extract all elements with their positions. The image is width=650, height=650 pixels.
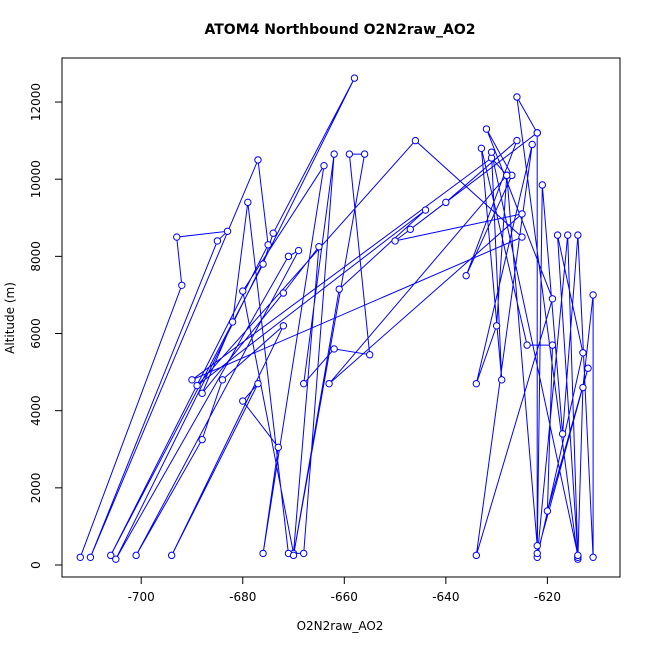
data-point: [107, 551, 115, 560]
data-point: [345, 150, 354, 158]
data-point: [86, 553, 95, 561]
data-point: [320, 161, 328, 170]
data-point: [553, 231, 562, 239]
x-tick-label: -700: [128, 590, 155, 604]
data-point: [289, 551, 298, 560]
x-tick-label: -620: [534, 590, 561, 604]
data-point: [274, 443, 282, 452]
data-point: [198, 435, 206, 444]
data-point: [533, 549, 541, 558]
data-point: [167, 551, 176, 560]
y-tick-label: 2000: [29, 473, 43, 504]
data-point: [523, 341, 531, 349]
data-point: [335, 285, 343, 293]
data-point: [254, 379, 262, 388]
y-tick-label: 6000: [29, 318, 43, 349]
data-line: [79, 77, 594, 560]
data-point: [294, 246, 303, 255]
data-point: [239, 397, 247, 405]
data-point: [193, 381, 201, 390]
data-point: [188, 376, 196, 384]
data-point: [315, 243, 323, 251]
data-point: [584, 364, 592, 372]
data-point: [198, 389, 206, 398]
y-tick-label: 10000: [29, 160, 43, 198]
data-point: [365, 351, 374, 359]
data-point: [579, 349, 587, 357]
data-point: [213, 237, 222, 245]
plot-frame: [61, 57, 621, 578]
data-point: [239, 287, 247, 295]
data-point: [244, 198, 252, 207]
y-tick-label: 4000: [29, 395, 43, 426]
data-point: [533, 542, 541, 550]
data-point: [228, 318, 237, 326]
data-point: [254, 156, 262, 164]
data-point: [269, 229, 277, 237]
data-point: [173, 233, 181, 241]
data-point: [178, 281, 186, 289]
data-point: [462, 271, 470, 280]
y-tick-label: 8000: [29, 241, 43, 272]
data-point: [259, 260, 267, 268]
x-tick-label: -660: [331, 590, 358, 604]
data-point: [330, 345, 338, 353]
data-point: [472, 551, 481, 560]
data-point: [487, 148, 496, 156]
data-point: [574, 551, 582, 560]
data-point: [406, 225, 415, 234]
data-point: [132, 551, 140, 560]
data-point: [497, 376, 506, 384]
data-point: [299, 379, 308, 388]
x-axis-label: O2N2raw_AO2: [297, 619, 384, 633]
data-point: [259, 549, 267, 558]
x-tick-label: -640: [432, 590, 459, 604]
data-point: [411, 136, 420, 145]
data-point: [421, 206, 430, 214]
data-point: [218, 376, 227, 384]
data-point: [533, 129, 541, 137]
data-point: [325, 379, 333, 388]
chart-title: ATOM4 Northbound O2N2raw_AO2: [205, 22, 476, 38]
data-point: [360, 150, 369, 158]
data-point: [350, 74, 359, 82]
data-point: [112, 555, 120, 563]
data-point: [503, 171, 511, 180]
y-axis-label: Altitude (m): [3, 282, 17, 354]
data-point: [589, 291, 597, 299]
data-point: [442, 198, 450, 207]
data-point: [299, 549, 308, 558]
data-point: [564, 231, 572, 239]
data-point: [543, 507, 552, 515]
data-point: [477, 144, 486, 153]
y-tick-label: 12000: [29, 83, 43, 121]
y-tick-label: 0: [29, 561, 43, 569]
data-point: [284, 252, 293, 261]
data-point: [391, 237, 399, 245]
data-point: [223, 227, 232, 235]
data-point: [579, 383, 587, 392]
data-point: [589, 553, 597, 561]
data-point: [538, 181, 547, 189]
data-point: [492, 322, 501, 330]
data-point: [472, 379, 481, 388]
data-point: [518, 233, 526, 241]
x-tick-label: -680: [229, 590, 256, 604]
data-point: [548, 295, 557, 303]
data-point: [330, 150, 338, 158]
data-point: [518, 210, 526, 218]
data-point: [528, 140, 536, 149]
data-point: [513, 136, 521, 145]
data-point: [482, 125, 491, 133]
data-point: [513, 93, 521, 101]
data-point: [76, 553, 84, 561]
data-point: [558, 430, 567, 438]
data-point: [548, 341, 557, 349]
data-point: [574, 231, 582, 239]
data-point: [279, 289, 288, 297]
data-point: [264, 241, 272, 249]
data-point: [279, 322, 288, 330]
